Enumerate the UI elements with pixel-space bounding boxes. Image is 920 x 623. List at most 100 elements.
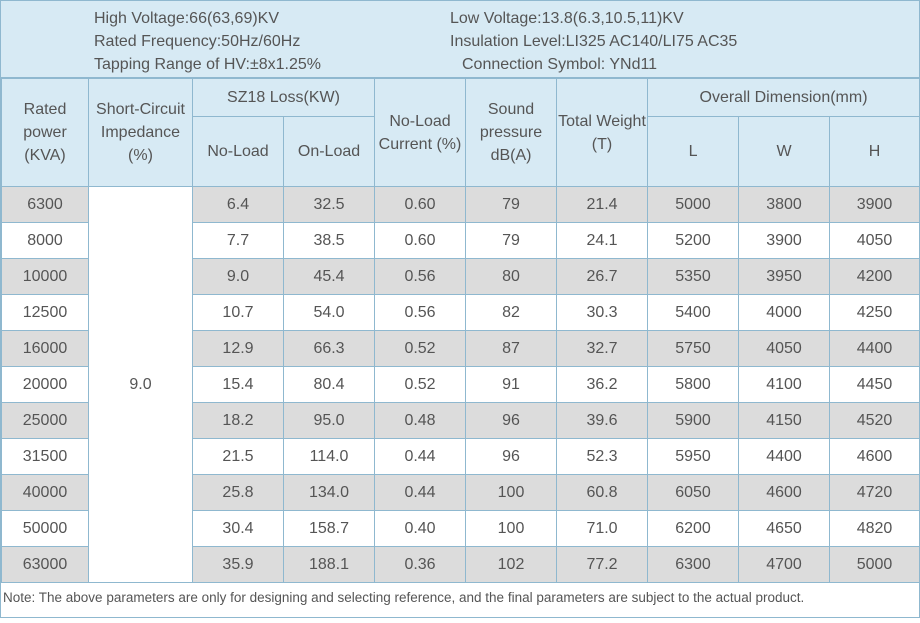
header-dim-w: W [738,116,831,187]
dim-l-cell: 6300 [647,546,740,583]
sound-pressure-cell: 80 [465,258,558,295]
table-row: 16000 12.9 66.3 0.52 87 32.7 5750 4050 4400 [1,330,920,367]
low-voltage-text: Low Voltage:13.8(6.3,10.5,11)KV [450,10,684,27]
header-on-load-loss: On-Load [282,116,376,187]
dim-w-cell: 3800 [738,186,831,223]
impedance-cell: 9.0 [88,186,193,583]
sound-pressure-cell: 91 [465,366,558,403]
connection-symbol-text: Connection Symbol: YNd11 [462,56,658,73]
dim-l-cell: 5200 [647,222,740,259]
header-no-load-current: No-Load Current (%) [374,78,467,187]
no-load-current-cell: 0.44 [374,438,467,475]
table-row: 6300 9.0 6.4 32.5 0.60 79 21.4 5000 3800 3900 [1,186,920,583]
total-weight-cell: 32.7 [556,330,649,367]
sound-pressure-cell: 82 [465,294,558,331]
header-dim-h: H [829,116,920,187]
header-total-weight: Total Weight (T) [556,78,649,187]
sound-pressure-cell: 102 [465,546,558,583]
dim-l-cell: 5900 [647,402,740,439]
info-left-column: High Voltage:66(63,69)KV Rated Frequency… [94,7,321,76]
sound-pressure-cell: 96 [465,438,558,475]
rated-power-cell: 50000 [1,510,89,547]
dim-l-cell: 5800 [647,366,740,403]
dim-h-cell: 5000 [829,546,920,583]
total-weight-cell: 30.3 [556,294,649,331]
no-load-loss-cell: 7.7 [192,222,284,259]
sound-pressure-cell: 79 [465,222,558,259]
no-load-loss-cell: 35.9 [192,546,284,583]
dim-l-cell: 5000 [647,186,740,223]
dim-w-cell: 4650 [738,510,831,547]
rated-power-cell: 63000 [1,546,89,583]
total-weight-cell: 24.1 [556,222,649,259]
header-sound-pressure: Sound pressure dB(A) [465,78,558,187]
no-load-loss-cell: 12.9 [192,330,284,367]
no-load-loss-cell: 6.4 [192,186,284,223]
table-row: 12500 10.7 54.0 0.56 82 30.3 5400 4000 4250 [1,294,920,331]
table-row: 20000 15.4 80.4 0.52 91 36.2 5800 4100 4450 [1,366,920,403]
dim-l-cell: 5750 [647,330,740,367]
total-weight-cell: 26.7 [556,258,649,295]
total-weight-cell: 60.8 [556,474,649,511]
no-load-current-cell: 0.56 [374,294,467,331]
total-weight-cell: 39.6 [556,402,649,439]
table-body: 6300 9.0 6.4 32.5 0.60 79 21.4 5000 3800 3900 8000… [1,186,920,583]
total-weight-cell: 77.2 [556,546,649,583]
no-load-current-cell: 0.52 [374,366,467,403]
rated-power-cell: 31500 [1,438,89,475]
insulation-level-text: Insulation Level:LI325 AC140/LI75 AC35 [450,33,738,50]
dim-h-cell: 4600 [829,438,920,475]
rated-power-cell: 8000 [1,222,89,259]
dim-w-cell: 4050 [738,330,831,367]
header-rated-power: Rated power (KVA) [1,78,89,187]
total-weight-cell: 36.2 [556,366,649,403]
dim-h-cell: 4820 [829,510,920,547]
header-dim-l: L [647,116,740,187]
header-no-load-loss: No-Load [192,116,284,187]
info-right-column: Low Voltage:13.8(6.3,10.5,11)KV Insulati… [450,7,737,76]
footnote: Note: The above parameters are only for … [3,590,805,605]
no-load-current-cell: 0.36 [374,546,467,583]
sound-pressure-cell: 87 [465,330,558,367]
dim-w-cell: 4400 [738,438,831,475]
rated-power-cell: 12500 [1,294,89,331]
sound-pressure-cell: 100 [465,510,558,547]
rated-power-cell: 40000 [1,474,89,511]
rated-power-cell: 6300 [1,186,89,223]
dim-l-cell: 5950 [647,438,740,475]
sound-pressure-cell: 79 [465,186,558,223]
dim-l-cell: 5400 [647,294,740,331]
on-load-loss-cell: 158.7 [282,510,376,547]
on-load-loss-cell: 66.3 [282,330,376,367]
on-load-loss-cell: 32.5 [282,186,376,223]
dim-w-cell: 3950 [738,258,831,295]
no-load-loss-cell: 30.4 [192,510,284,547]
on-load-loss-cell: 114.0 [282,438,376,475]
total-weight-cell: 21.4 [556,186,649,223]
table-row: 25000 18.2 95.0 0.48 96 39.6 5900 4150 4520 [1,402,920,439]
on-load-loss-cell: 38.5 [282,222,376,259]
dim-w-cell: 4100 [738,366,831,403]
rated-power-cell: 25000 [1,402,89,439]
table-row: 31500 21.5 114.0 0.44 96 52.3 5950 4400 4600 [1,438,920,475]
on-load-loss-cell: 134.0 [282,474,376,511]
header-dimension-group: Overall Dimension(mm) [647,78,920,117]
dim-w-cell: 4600 [738,474,831,511]
rated-frequency-text: Rated Frequency:50Hz/60Hz [94,33,301,50]
no-load-current-cell: 0.40 [374,510,467,547]
rated-power-cell: 10000 [1,258,89,295]
dim-l-cell: 5350 [647,258,740,295]
total-weight-cell: 52.3 [556,438,649,475]
dim-h-cell: 4400 [829,330,920,367]
dim-h-cell: 3900 [829,186,920,223]
tapping-range-text: Tapping Range of HV:±8x1.25% [94,56,321,73]
header-loss-group: SZ18 Loss(KW) [191,78,376,117]
header-impedance: Short-Circuit Impedance (%) [88,78,193,187]
dim-w-cell: 4150 [738,402,831,439]
rated-power-cell: 16000 [1,330,89,367]
dim-w-cell: 4000 [738,294,831,331]
no-load-loss-cell: 18.2 [192,402,284,439]
on-load-loss-cell: 95.0 [282,402,376,439]
no-load-loss-cell: 25.8 [192,474,284,511]
